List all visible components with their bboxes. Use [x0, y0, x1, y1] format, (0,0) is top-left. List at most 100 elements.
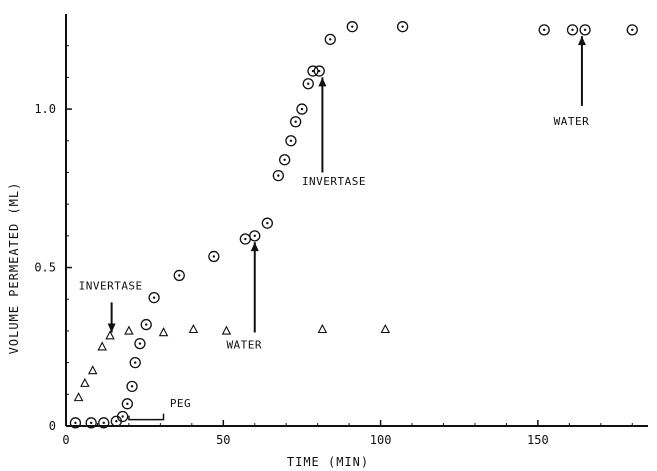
- data-point-circle: [98, 417, 110, 429]
- data-point-ring: [296, 103, 308, 115]
- data-point-ring: [129, 356, 141, 369]
- data-point-circle: [140, 318, 152, 331]
- data-point-circle: [566, 24, 579, 36]
- annotation-label: PEG: [170, 397, 191, 410]
- y-axis-label: VOLUME PERMEATED (ML): [7, 182, 21, 355]
- data-point-circle: [116, 410, 129, 423]
- y-tick-label: 1.0: [34, 102, 56, 116]
- data-point-center: [121, 415, 124, 418]
- annotation: PEG: [128, 397, 191, 421]
- data-point-ring: [302, 78, 314, 90]
- annotation: WATER: [226, 242, 262, 351]
- data-point-circle: [346, 21, 358, 33]
- data-point-triangle: [97, 341, 107, 351]
- data-point-center: [74, 421, 77, 425]
- annotation-arrow-head: [577, 36, 586, 46]
- data-point-circle: [249, 230, 261, 242]
- data-point-circle: [538, 24, 550, 36]
- data-point-triangle: [73, 392, 84, 402]
- annotation-bracket: [128, 413, 165, 421]
- data-point-center: [89, 421, 93, 425]
- data-point-center: [329, 38, 332, 41]
- data-point-ring: [579, 24, 591, 36]
- data-point-center: [311, 69, 315, 73]
- data-point-circle: [626, 24, 638, 36]
- data-point-circle: [261, 217, 273, 229]
- x-axis-label: TIME (MIN): [287, 455, 369, 469]
- annotation-arrow-head: [318, 77, 327, 87]
- data-point-center: [145, 323, 148, 326]
- data-point-center: [294, 120, 297, 123]
- data-point-ring: [324, 33, 336, 46]
- data-point-ring: [261, 217, 273, 229]
- data-point-triangle: [188, 323, 199, 334]
- y-tick-label: 0: [49, 419, 56, 433]
- data-point-ring: [121, 398, 133, 410]
- chart-series: [69, 21, 638, 429]
- data-point-ring: [396, 21, 409, 33]
- data-point-circle: [324, 33, 336, 46]
- data-point-triangle: [158, 327, 169, 337]
- data-point-ring: [208, 250, 220, 263]
- data-point-center: [134, 361, 137, 364]
- annotation-arrow-head: [250, 242, 259, 252]
- data-point-circle: [290, 116, 302, 128]
- data-point-center: [318, 69, 321, 73]
- chart-axes: [65, 14, 648, 427]
- data-point-center: [571, 28, 574, 32]
- data-point-ring: [140, 318, 152, 331]
- data-point-center: [289, 139, 293, 142]
- data-point-triangle: [80, 377, 90, 387]
- data-point-ring: [538, 24, 550, 36]
- data-point-ring: [566, 24, 579, 36]
- data-point-circle: [307, 65, 319, 77]
- data-point-center: [351, 25, 354, 28]
- annotation: WATER: [554, 36, 590, 128]
- data-point-circle: [85, 417, 97, 429]
- data-point-center: [152, 296, 156, 299]
- data-point-circle: [69, 417, 82, 429]
- data-point-ring: [249, 230, 261, 242]
- data-point-ring: [148, 291, 160, 304]
- data-point-circle: [579, 24, 591, 36]
- data-point-circle: [313, 65, 325, 77]
- data-point-center: [631, 28, 634, 32]
- x-tick-label: 100: [370, 433, 392, 447]
- data-point-triangle: [317, 323, 328, 334]
- data-point-center: [244, 237, 247, 241]
- data-point-center: [266, 221, 269, 225]
- data-point-circle: [129, 356, 141, 369]
- data-point-center: [115, 420, 118, 423]
- data-point-triangle: [105, 330, 115, 340]
- annotation-arrow-head: [107, 323, 116, 333]
- annotation: INVERTASE: [302, 77, 366, 188]
- data-point-center: [253, 234, 256, 238]
- y-tick-label: 0.5: [34, 261, 56, 275]
- x-tick-label: 150: [527, 433, 549, 447]
- data-point-ring: [116, 410, 129, 423]
- data-point-center: [212, 255, 216, 258]
- data-point-center: [307, 82, 310, 85]
- chart-annotations: INVERTASE WATER INVERTASE WATER PEG: [79, 36, 590, 421]
- data-point-center: [178, 274, 181, 277]
- chart-ticks: 0 50 100 150 0 0.5 1.0: [34, 45, 633, 447]
- data-point-center: [277, 174, 280, 177]
- data-point-circle: [134, 337, 146, 350]
- data-point-center: [130, 385, 134, 388]
- x-tick-label: 50: [216, 433, 230, 447]
- annotation-label: WATER: [554, 115, 590, 128]
- data-point-center: [283, 158, 286, 161]
- data-point-circle: [396, 21, 409, 33]
- data-point-triangle: [124, 325, 134, 335]
- data-point-center: [401, 25, 404, 28]
- x-tick-label: 0: [62, 433, 69, 447]
- data-point-circle: [126, 380, 138, 393]
- annotation-label: INVERTASE: [79, 280, 143, 293]
- data-point-ring: [98, 417, 110, 429]
- annotation-label: WATER: [226, 338, 262, 351]
- data-point-ring: [278, 154, 291, 166]
- data-point-center: [102, 421, 105, 425]
- data-point-circle: [121, 398, 133, 410]
- data-point-triangle: [380, 323, 391, 334]
